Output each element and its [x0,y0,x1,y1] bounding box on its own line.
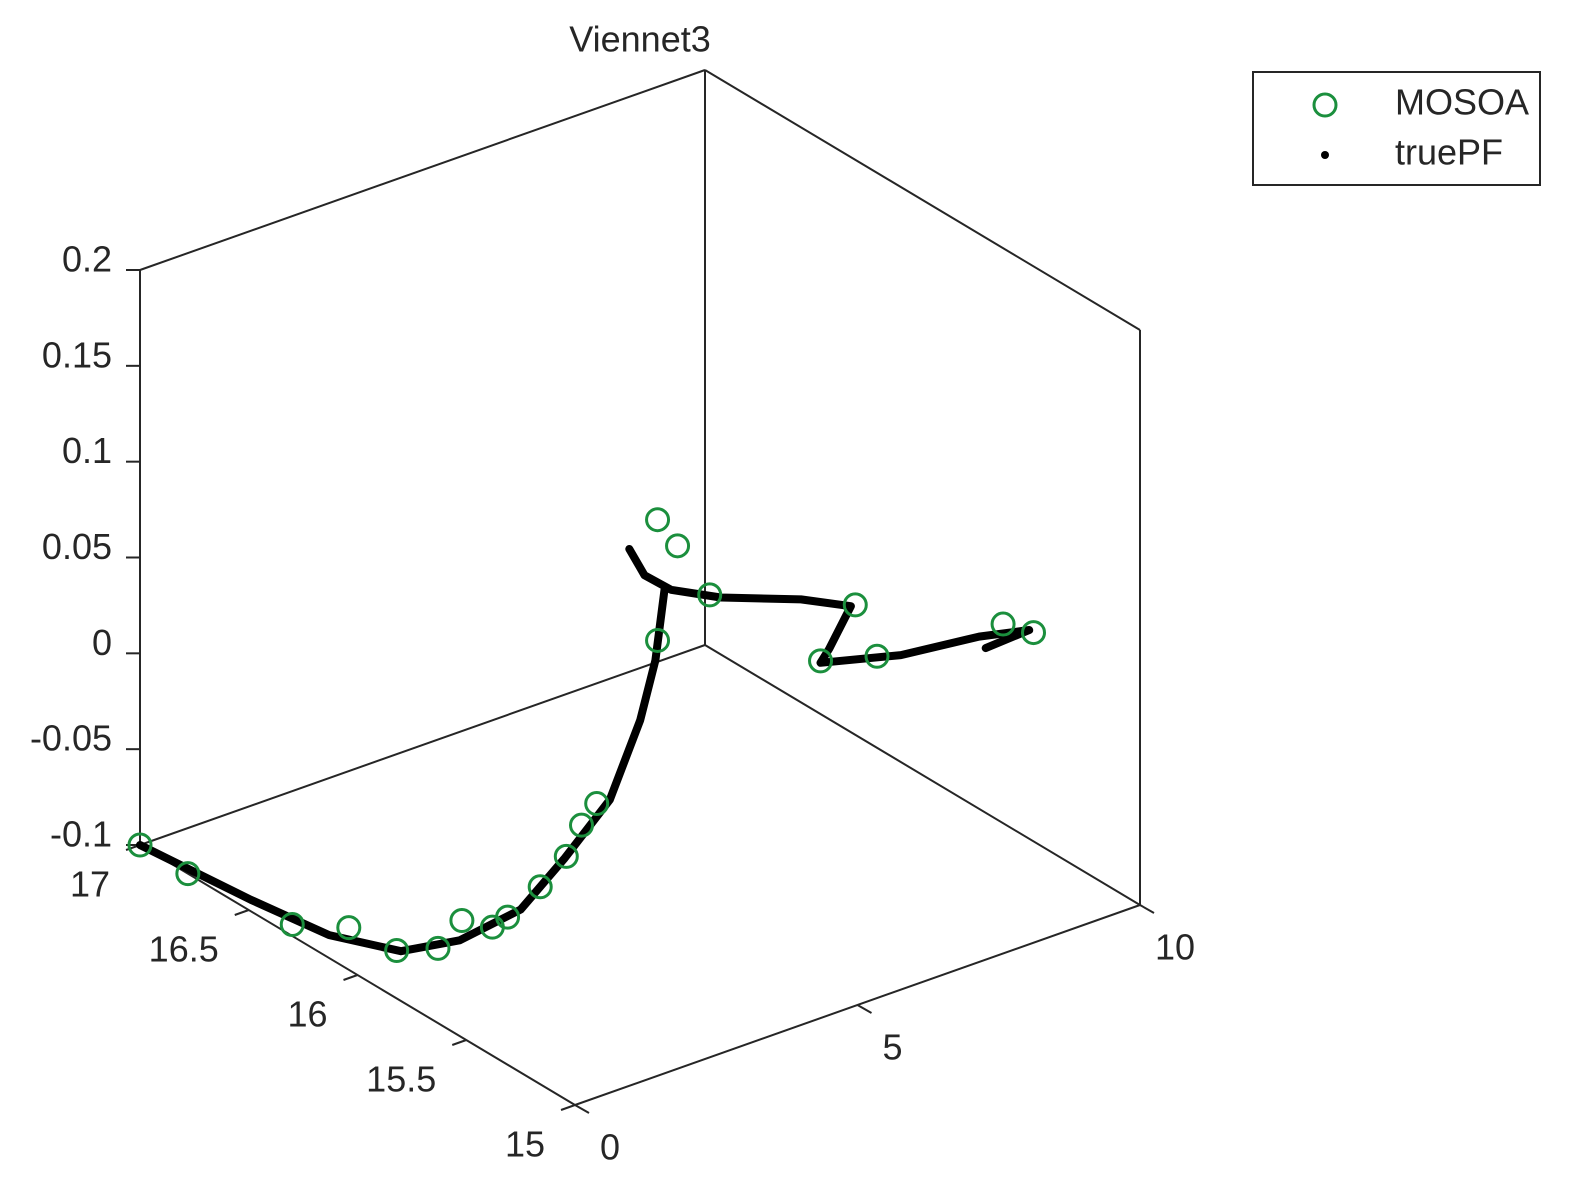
z-tick-label: -0.1 [50,814,112,855]
mosoa-point [384,937,410,963]
mosoa-point [527,874,553,900]
mosoa-point [553,843,579,869]
mosoa-point [864,643,890,669]
z-tick-label: 0 [92,622,112,663]
x-tick [574,1104,590,1114]
box-edge [139,644,706,846]
z-tick-label: -0.05 [30,718,112,759]
mosoa-point [808,648,834,674]
y-tick-label: 16 [287,994,327,1035]
legend-box [1252,71,1541,186]
mosoa-point [645,507,671,533]
legend-label: MOSOA [1395,82,1529,123]
z-tick-label: 0.15 [42,334,112,375]
mosoa-point [569,812,594,838]
mosoa-point [665,533,691,559]
mosoa-point [425,935,451,961]
y-tick [343,974,358,981]
mosoa-point [279,912,305,937]
mosoa-point [175,861,201,887]
y-tick [234,909,250,916]
z-tick-label: 0.2 [62,239,112,280]
x-tick [857,1004,872,1014]
box-edge [704,644,1141,906]
chart-title: Viennet3 [569,19,710,60]
mosoa-point [990,611,1016,637]
x-tick [1139,904,1155,914]
z-tick-label: 0.05 [42,526,112,567]
legend-label: truePF [1395,132,1503,173]
box-edge [704,69,1141,331]
mosoa-point [645,627,671,653]
mosoa-point [1021,620,1046,646]
x-tick-label: 10 [1155,927,1195,968]
x-tick-label: 5 [882,1027,902,1068]
mosoa-point [336,915,362,941]
mosoa-point [584,791,610,817]
y-tick-label: 15 [505,1124,545,1165]
y-tick-label: 17 [70,864,110,905]
y-tick-label: 15.5 [366,1059,436,1100]
box-edge [139,69,706,271]
y-tick [451,1039,467,1046]
z-tick-label: 0.1 [62,430,112,471]
mosoa-point [697,582,723,608]
legend-marker [1321,151,1329,159]
mosoa-point [449,907,475,933]
y-tick [560,1104,576,1111]
y-tick-label: 16.5 [149,929,219,970]
x-tick-label: 0 [600,1127,620,1168]
mosoa-point [127,832,153,858]
legend-marker [1312,92,1338,118]
true-pf-line [136,545,1034,956]
mosoa-point [842,592,868,618]
mosoa-point [495,904,521,930]
